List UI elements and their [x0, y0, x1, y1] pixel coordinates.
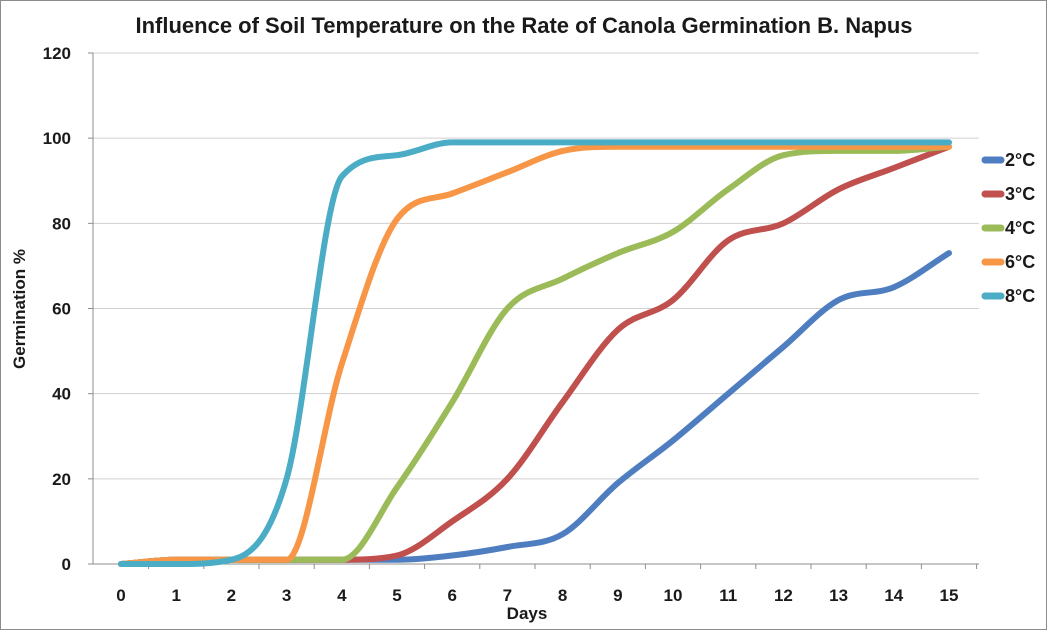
y-axis-label: Germination %	[10, 249, 29, 369]
series-line-3	[118, 143, 952, 567]
y-tick-label: 100	[43, 129, 71, 148]
legend-label: 2°C	[1005, 150, 1035, 170]
x-tick-label: 2	[227, 586, 236, 605]
x-axis-label: Days	[507, 604, 548, 623]
series-line-2	[118, 143, 952, 567]
x-tick-label: 7	[503, 586, 512, 605]
x-tick-label: 11	[719, 586, 737, 605]
x-tick-label: 0	[116, 586, 125, 605]
y-tick-label: 40	[52, 385, 71, 404]
legend-label: 4°C	[1005, 218, 1035, 238]
legend-label: 6°C	[1005, 252, 1035, 272]
x-tick-label: 13	[829, 586, 848, 605]
y-tick-label: 20	[52, 470, 71, 489]
x-tick-label: 10	[664, 586, 683, 605]
series-line-1	[118, 143, 952, 567]
y-tick-label: 60	[52, 300, 71, 319]
legend-label: 8°C	[1005, 286, 1035, 306]
chart-title: Influence of Soil Temperature on the Rat…	[135, 13, 912, 38]
x-tick-label: 9	[613, 586, 622, 605]
legend-label: 3°C	[1005, 184, 1035, 204]
gridlines	[93, 52, 979, 480]
series-line-0	[118, 250, 952, 567]
x-tick-label: 5	[392, 586, 401, 605]
x-tick-label: 4	[337, 586, 347, 605]
series-line-4	[118, 139, 952, 567]
x-tick-label: 12	[774, 586, 793, 605]
legend: 2°C 3°C 4°C 6°C 8°C	[981, 150, 1035, 306]
series-lines	[118, 139, 952, 567]
x-tick-label: 8	[558, 586, 567, 605]
x-tick-label: 1	[171, 586, 180, 605]
y-tick-label: 0	[62, 555, 71, 574]
y-tick-label: 120	[43, 44, 71, 63]
x-tick-label: 15	[940, 586, 959, 605]
x-tick-label: 6	[447, 586, 456, 605]
x-tick-label: 14	[884, 586, 903, 605]
x-tick-label: 3	[282, 586, 291, 605]
y-tick-label: 80	[52, 214, 71, 233]
